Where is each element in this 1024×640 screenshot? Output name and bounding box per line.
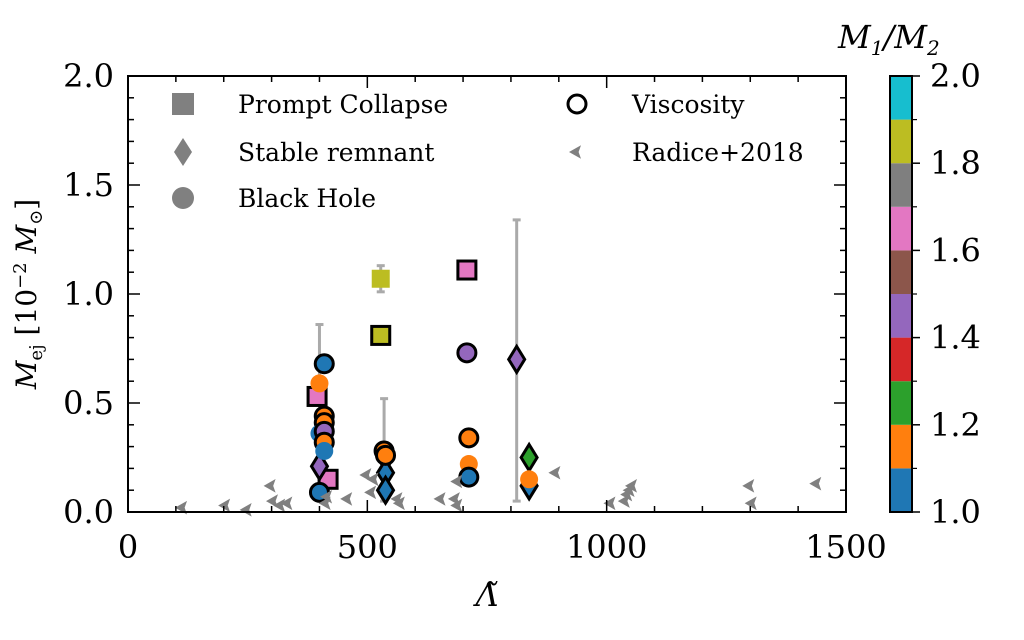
diamond-point [506, 343, 527, 376]
legend-label: Prompt Collapse [238, 90, 448, 119]
axes: 0 500 1000 1500 0.0 0.5 1.0 1.5 2.0 Λ̃ Mej [10−2 M… [10, 57, 887, 614]
diamond-point [375, 474, 396, 507]
square-point [456, 259, 478, 281]
circle-point [456, 342, 478, 364]
radice-point [320, 489, 333, 504]
square-point [370, 324, 392, 346]
legend: Prompt Collapse Stable remnant Black Hole V… [172, 90, 804, 213]
circle-point [310, 374, 329, 393]
colorbar-segment [890, 250, 912, 294]
radice-point [548, 465, 561, 480]
circle-point [315, 441, 334, 460]
legend-label: Radice+2018 [632, 138, 804, 167]
radice-point [624, 479, 637, 493]
radice-point [280, 496, 293, 511]
radice-point [273, 498, 286, 513]
x-tick-label: 0 [118, 528, 138, 566]
x-tick-label: 500 [337, 528, 398, 566]
circle-point [313, 353, 335, 375]
legend-marker [172, 187, 194, 209]
radice-point [263, 479, 276, 493]
colorbar-segment [890, 206, 912, 251]
colorbar-tick-label: 2.0 [930, 57, 981, 95]
colorbar-segment [890, 424, 912, 469]
x-tick-label: 1500 [805, 528, 886, 566]
colorbar-segment [890, 337, 912, 382]
radice-point [450, 498, 463, 513]
circle-point [458, 427, 480, 449]
colorbar-segment [890, 163, 912, 207]
colorbar-tick-label: 1.2 [930, 406, 981, 444]
radice-point [742, 479, 755, 493]
data-points [175, 259, 822, 517]
colorbar: 1.0 1.2 1.4 1.6 1.8 2.0M1/M2 [837, 18, 981, 531]
legend-marker [566, 93, 588, 115]
diamond-point [309, 450, 330, 483]
y-tick-label: 0.5 [63, 384, 114, 422]
y-tick-label: 2.0 [63, 57, 114, 95]
colorbar-segment [890, 381, 912, 425]
colorbar-segment [890, 76, 912, 120]
y-tick-label: 0.0 [63, 493, 114, 531]
colorbar-label: M1/M2 [837, 18, 940, 60]
radice-point [744, 496, 757, 511]
radice-point [392, 496, 405, 511]
diamond-point [519, 441, 539, 474]
legend-label: Stable remnant [238, 138, 434, 167]
radice-point [603, 496, 616, 511]
radice-point [340, 492, 353, 506]
legend-marker [172, 93, 194, 115]
square-point [371, 269, 390, 288]
circle-point [458, 466, 480, 488]
radice-point [218, 498, 231, 513]
x-tick-label: 1000 [566, 528, 647, 566]
colorbar-segment [890, 294, 912, 338]
colorbar-tick-label: 1.4 [930, 319, 981, 357]
radice-point [239, 503, 252, 517]
circle-point [520, 470, 539, 489]
radice-point [366, 472, 379, 487]
x-axis-label: Λ̃ [472, 576, 498, 614]
error-bars [315, 218, 521, 503]
y-tick-label: 1.0 [63, 275, 114, 313]
radice-point [364, 485, 377, 500]
colorbar-tick-label: 1.6 [930, 231, 981, 269]
y-axis-label: Mej [10−2 M⊙] [10, 199, 47, 391]
colorbar-tick-label: 1.0 [930, 493, 981, 531]
legend-label: Viscosity [631, 90, 745, 119]
colorbar-segment [890, 468, 912, 512]
radice-point [433, 492, 446, 506]
legend-marker [569, 145, 581, 159]
circle-point [375, 444, 397, 466]
y-tick-label: 1.5 [63, 166, 114, 204]
colorbar-segment [890, 119, 912, 164]
colorbar-tick-label: 1.8 [930, 144, 981, 182]
legend-marker [174, 138, 192, 166]
radice-point [450, 474, 463, 489]
legend-label: Black Hole [238, 184, 376, 213]
radice-point [809, 476, 822, 491]
